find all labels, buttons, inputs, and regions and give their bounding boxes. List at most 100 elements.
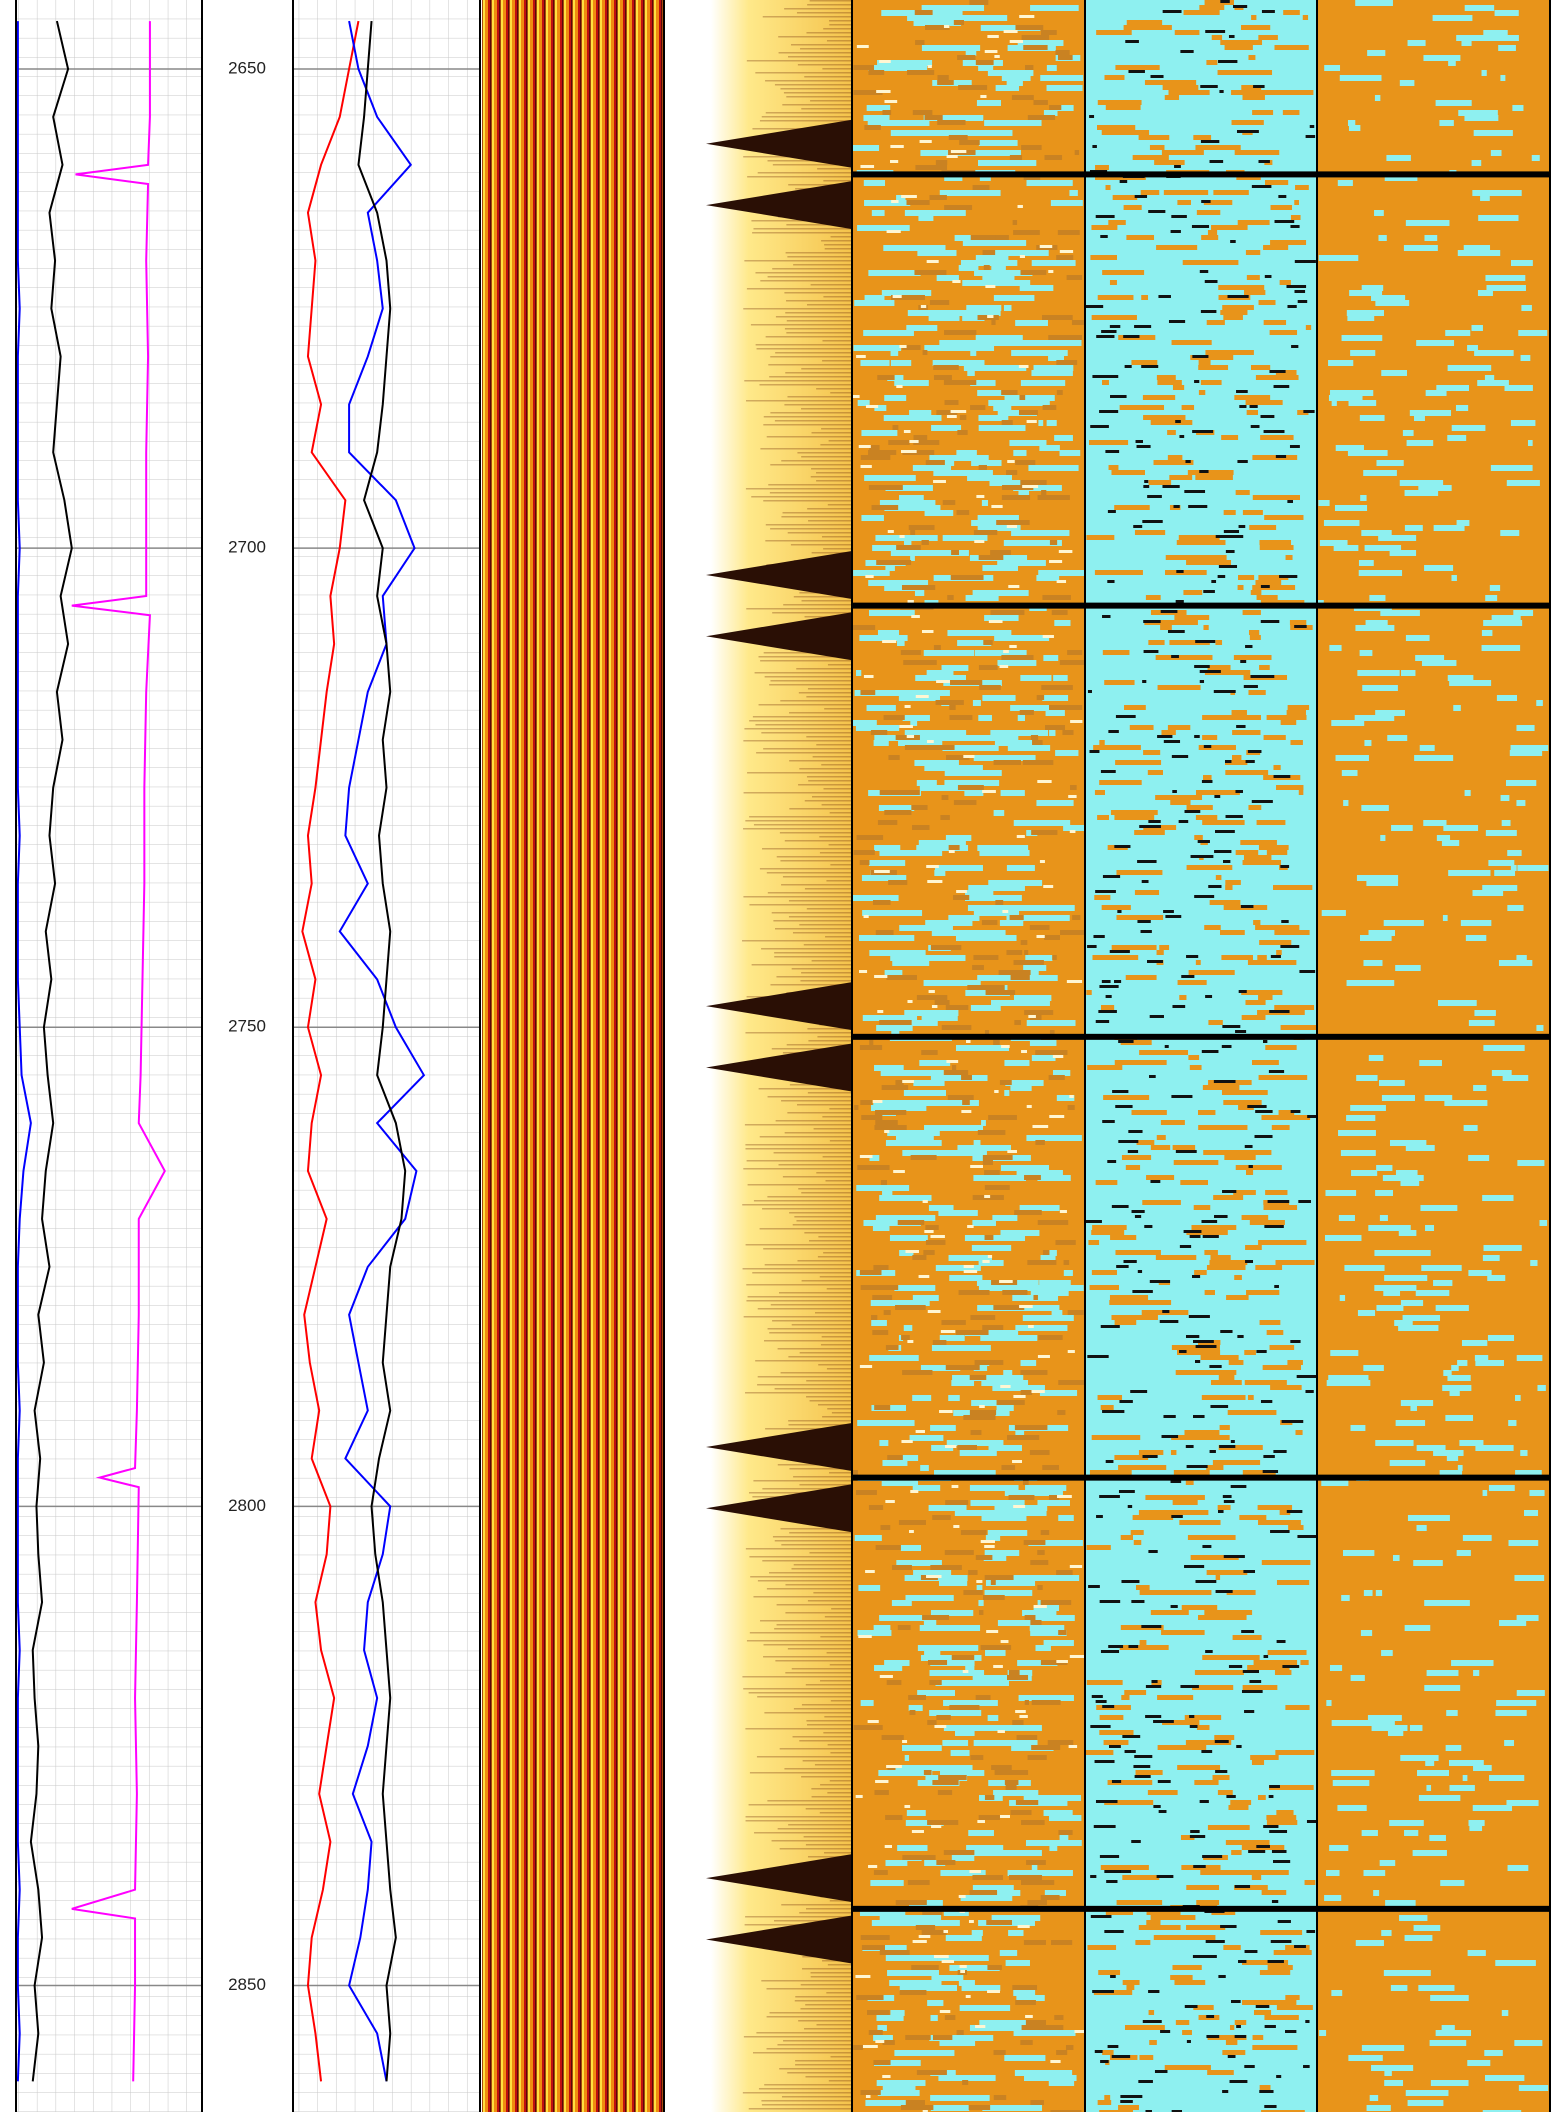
image-texture [912,1395,932,1401]
image-texture [1103,1095,1150,1100]
image-texture [1343,800,1349,806]
image-texture [1269,1345,1295,1350]
image-texture [1184,490,1202,493]
log-curve [338,20,426,2082]
image-texture [1364,740,1372,746]
image-texture [1331,400,1337,406]
image-texture [1199,490,1206,493]
image-texture [865,2095,871,2098]
image-texture [948,850,955,853]
waveform-texture [742,1204,852,1206]
image-texture [1063,1260,1070,1265]
image-texture [1110,395,1127,398]
image-texture [1382,1175,1424,1181]
waveform-texture [768,364,852,366]
image-texture [1263,1455,1275,1458]
image-texture [1118,1490,1135,1493]
image-texture [1395,1420,1426,1426]
waveform-texture [807,508,852,510]
waveform-texture [767,1096,852,1098]
image-texture [982,565,1019,571]
image-texture [1163,740,1181,743]
waveform-texture [811,552,852,554]
waveform-texture [801,1280,852,1282]
image-texture [888,880,908,885]
image-texture [1105,185,1111,190]
image-texture [1241,25,1271,30]
waveform-texture [757,1376,852,1378]
waveform-texture [776,1624,852,1626]
image-texture [1449,1785,1475,1791]
image-texture [872,1225,890,1231]
image-texture [1294,290,1306,293]
image-texture [894,380,929,386]
image-texture [1007,1670,1033,1676]
image-texture [1150,75,1164,78]
image-texture [925,1240,946,1245]
image-texture [1025,1840,1082,1846]
image-texture [1258,575,1289,580]
image-texture [931,1975,964,1981]
image-texture [1250,590,1262,595]
image-texture [1484,375,1495,381]
image-texture [1355,625,1368,631]
image-texture [1197,640,1216,643]
image-texture [927,1660,948,1665]
image-texture [854,1535,882,1541]
image-texture [1171,215,1187,218]
image-texture [1289,620,1307,625]
waveform-texture [797,1260,852,1262]
waveform-texture [824,244,852,246]
waveform-texture [753,824,852,826]
image-texture [898,1520,926,1525]
image-texture [1236,725,1246,728]
image-texture [1379,1215,1388,1221]
image-texture [1054,2015,1064,2020]
image-texture [1095,175,1130,180]
image-texture [885,1955,938,1961]
image-texture [897,1220,925,1225]
image-texture [1242,510,1263,515]
image-texture [1187,1535,1236,1540]
image-texture [1008,1670,1020,1675]
image-texture [1512,105,1524,111]
image-texture [1297,300,1308,303]
image-texture [1111,130,1150,135]
image-texture [1068,795,1077,798]
waveform-texture [791,1568,852,1570]
image-texture [1508,1420,1517,1426]
image-texture [1209,900,1241,905]
image-texture [918,840,966,846]
image-texture [1190,1830,1200,1833]
waveform-texture [807,1724,852,1726]
image-texture [1251,1060,1279,1065]
image-texture [1184,810,1201,813]
image-texture [948,1255,992,1261]
image-texture [1092,955,1139,960]
image-texture [1056,580,1067,583]
image-texture [1059,1835,1069,1841]
image-texture [1001,485,1034,490]
image-texture [1230,240,1236,243]
waveform-texture [812,796,852,798]
image-texture [968,1920,974,1923]
image-texture [1410,1405,1417,1411]
image-texture [1149,2040,1157,2045]
image-texture [1143,650,1159,653]
image-texture [1089,1285,1119,1290]
image-texture [1019,1715,1028,1718]
image-texture [1241,1960,1279,1965]
image-texture [944,205,973,210]
image-texture [1020,940,1028,945]
image-texture [1236,130,1259,133]
image-texture [1309,125,1315,128]
image-texture [1056,1570,1073,1575]
image-texture [1482,1490,1488,1496]
image-texture [978,1815,1000,1820]
image-texture [879,500,936,506]
waveform-texture [776,1604,852,1606]
waveform-texture [765,1428,852,1430]
image-texture [1240,840,1277,845]
image-texture [1260,585,1270,588]
waveform-texture [791,1324,852,1326]
